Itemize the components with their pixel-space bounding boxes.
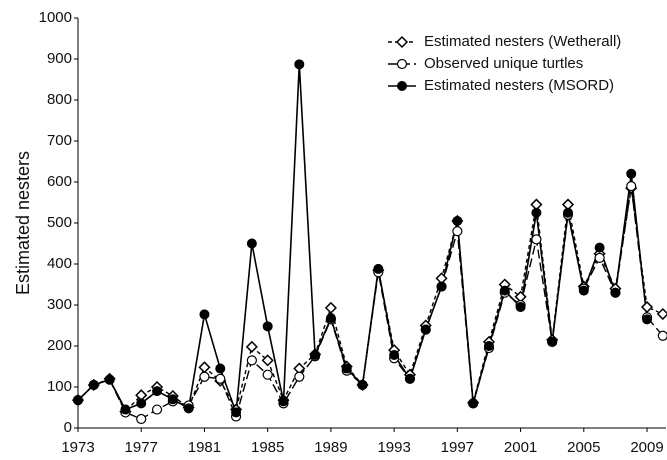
marker	[610, 287, 621, 298]
marker	[215, 373, 226, 384]
marker	[151, 404, 163, 415]
x-tick-label: 2009	[630, 439, 663, 456]
x-tick-label: 1977	[125, 439, 158, 456]
y-tick-label: 200	[47, 337, 72, 354]
marker	[245, 340, 258, 353]
marker	[167, 394, 178, 405]
series-line	[77, 185, 664, 420]
marker	[656, 307, 667, 321]
marker	[88, 379, 99, 390]
marker	[515, 302, 526, 313]
marker	[396, 58, 408, 70]
marker	[215, 363, 226, 374]
series-line	[77, 188, 664, 413]
marker	[657, 330, 667, 341]
y-tick-label: 400	[47, 255, 72, 272]
marker	[452, 226, 463, 237]
y-tick-label: 0	[64, 419, 72, 436]
x-tick-label: 1989	[314, 439, 347, 456]
marker	[246, 238, 257, 249]
marker	[594, 242, 605, 253]
marker	[373, 263, 384, 274]
marker	[120, 404, 131, 415]
y-tick-label: 600	[47, 173, 72, 190]
y-tick-label: 700	[47, 132, 72, 149]
y-tick-label: 500	[47, 214, 72, 231]
x-tick-label: 1985	[251, 439, 284, 456]
marker	[198, 361, 211, 374]
marker	[278, 396, 289, 407]
y-tick-label: 1000	[39, 9, 72, 26]
marker	[578, 285, 589, 296]
legend-label: Estimated nesters (MSORD)	[424, 77, 614, 94]
marker	[626, 181, 637, 192]
marker	[73, 395, 83, 406]
marker	[420, 324, 431, 335]
marker	[136, 398, 147, 409]
y-tick-label: 300	[47, 296, 72, 313]
x-tick-label: 1981	[188, 439, 221, 456]
marker	[231, 407, 242, 418]
marker	[104, 374, 115, 385]
x-tick-label: 1973	[61, 439, 94, 456]
y-axis-label: Estimated nesters	[13, 151, 33, 295]
marker	[468, 398, 479, 409]
marker	[325, 313, 336, 324]
y-tick-label: 900	[47, 50, 72, 67]
marker	[452, 215, 463, 226]
marker	[294, 371, 305, 382]
marker	[199, 371, 210, 382]
marker	[642, 314, 653, 325]
x-tick-label: 1993	[377, 439, 410, 456]
marker	[199, 309, 210, 320]
marker	[324, 301, 337, 314]
marker	[626, 168, 637, 179]
marker	[246, 355, 257, 366]
marker	[436, 281, 447, 292]
marker	[262, 369, 273, 380]
marker	[563, 207, 573, 218]
marker	[183, 403, 194, 414]
marker	[594, 252, 605, 263]
marker	[499, 285, 510, 296]
marker	[341, 363, 352, 374]
x-tick-label: 2005	[567, 439, 600, 456]
y-tick-label: 800	[47, 91, 72, 108]
marker	[547, 336, 558, 347]
marker	[262, 321, 273, 332]
x-tick-label: 1997	[441, 439, 474, 456]
marker	[261, 354, 274, 367]
marker	[136, 413, 147, 425]
marker	[389, 350, 400, 361]
marker	[531, 234, 542, 245]
marker	[531, 207, 542, 218]
series-line	[77, 64, 648, 413]
y-tick-label: 100	[47, 378, 72, 395]
x-tick-label: 2001	[504, 439, 537, 456]
marker	[404, 373, 415, 384]
marker	[357, 379, 368, 390]
legend-label: Observed unique turtles	[424, 55, 583, 72]
marker	[395, 35, 409, 49]
legend-label: Estimated nesters (Wetherall)	[424, 33, 621, 50]
marker	[397, 81, 407, 91]
marker	[152, 386, 163, 397]
marker	[310, 350, 321, 361]
marker	[294, 59, 305, 70]
marker	[640, 300, 654, 314]
marker	[483, 341, 494, 351]
